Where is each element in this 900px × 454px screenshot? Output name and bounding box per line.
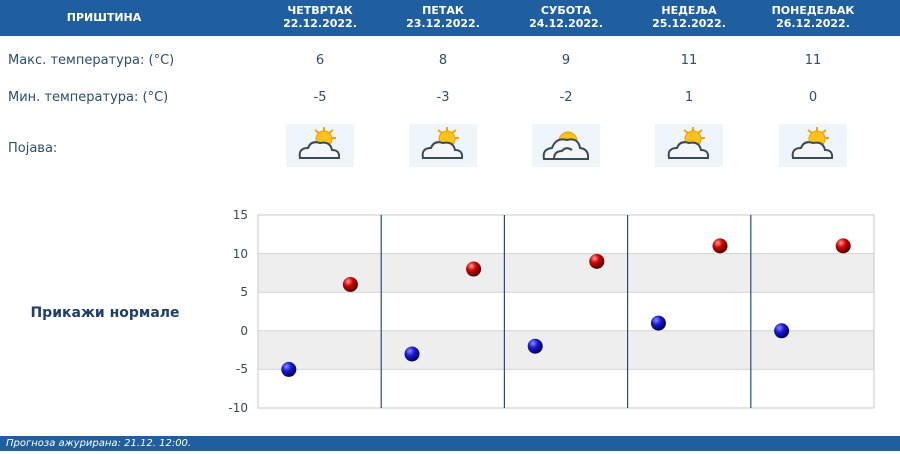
day-header-1: ЧЕТВРТАК 22.12.2022. <box>258 4 382 30</box>
max-temp-value: 11 <box>804 53 822 68</box>
day-header-4: НЕДЕЉА 25.12.2022. <box>627 4 751 30</box>
partly-cloudy-sun-icon <box>779 124 847 167</box>
day-date: 25.12.2022. <box>652 17 726 30</box>
min-temp-point <box>404 346 420 362</box>
day-name: ЧЕТВРТАК <box>287 4 353 17</box>
max-temp-value: 9 <box>561 53 571 68</box>
day-name: СУБОТА <box>540 4 592 17</box>
day-date: 24.12.2022. <box>529 17 603 30</box>
max-temp-value: 11 <box>680 53 698 68</box>
y-tick-label: 15 <box>232 208 248 222</box>
max-temp-point <box>712 238 728 254</box>
min-temp-value: -3 <box>436 90 450 105</box>
y-tick-label: 0 <box>240 324 248 338</box>
max-temp-point <box>466 261 482 277</box>
forecast-updated-note: Прогноза ажурирана: 21.12. 12:00. <box>0 436 900 451</box>
max-temp-point <box>342 276 358 292</box>
plot-frame <box>257 214 875 409</box>
min-temp-point <box>281 361 297 377</box>
max-temp-point <box>589 253 605 269</box>
max-temp-point <box>835 238 851 254</box>
min-temp-point <box>650 315 666 331</box>
day-name: ПОНЕДЕЉАК <box>771 4 855 17</box>
grid-band <box>258 330 874 370</box>
min-temp-value: -5 <box>313 90 327 105</box>
day-header-2: ПЕТАК 23.12.2022. <box>381 4 505 30</box>
day-name: НЕДЕЉА <box>661 4 717 17</box>
day-date: 22.12.2022. <box>283 17 357 30</box>
day-date: 26.12.2022. <box>776 17 850 30</box>
show-normals-link[interactable]: Прикажи нормале <box>30 305 180 321</box>
min-temp-point <box>527 338 543 354</box>
y-tick-label: 5 <box>240 285 248 299</box>
max-temp-value: 6 <box>315 53 325 68</box>
partly-cloudy-sun-icon <box>655 124 723 167</box>
max-temp-value: 8 <box>438 53 448 68</box>
forecast-header <box>0 0 900 36</box>
y-tick-label: -10 <box>228 401 248 415</box>
min-temp-point <box>774 323 790 339</box>
city-name: ПРИШТИНА <box>66 11 142 24</box>
grid-band <box>258 253 874 293</box>
partly-cloudy-sun-icon <box>409 124 477 167</box>
y-tick-label: -5 <box>236 362 248 376</box>
min-temp-value: -2 <box>559 90 573 105</box>
partly-cloudy-sun-icon <box>286 124 354 167</box>
day-name: ПЕТАК <box>422 4 464 17</box>
min-temp-label: Мин. температура: (°C) <box>8 90 169 105</box>
min-temp-value: 0 <box>808 90 818 105</box>
day-date: 23.12.2022. <box>406 17 480 30</box>
y-tick-label: 10 <box>232 247 248 261</box>
max-temp-label: Макс. температура: (°C) <box>8 53 175 68</box>
day-header-5: ПОНЕДЕЉАК 26.12.2022. <box>751 4 875 30</box>
cloudy-sun-icon <box>532 124 600 167</box>
min-temp-value: 1 <box>684 90 694 105</box>
day-header-3: СУБОТА 24.12.2022. <box>504 4 628 30</box>
phenomenon-label: Појава: <box>8 141 58 156</box>
